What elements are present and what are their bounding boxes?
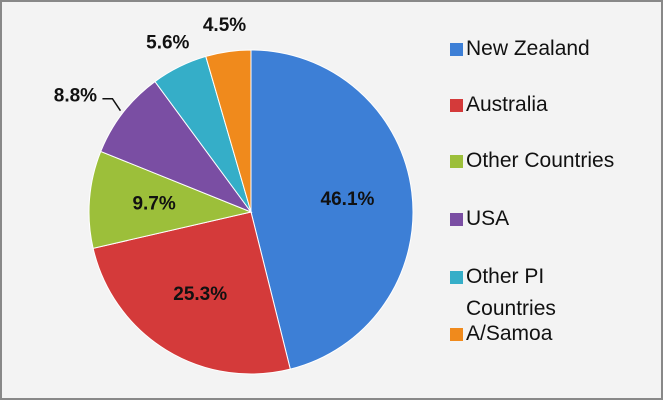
legend-label: Australia: [466, 93, 548, 116]
pie-slice: [100, 80, 253, 214]
legend-label: New Zealand: [466, 37, 590, 60]
legend-item: A/Samoa: [450, 318, 616, 350]
legend-item: Other Countries: [450, 145, 616, 177]
pie-slice: [250, 49, 414, 370]
legend-label: A/Samoa: [466, 322, 553, 345]
data-label: 5.6%: [146, 33, 189, 54]
legend-label: Other PI Countries: [466, 265, 556, 320]
legend-item: Other PI Countries: [450, 261, 616, 325]
legend-item: New Zealand: [450, 33, 616, 65]
data-label: 8.8%: [54, 86, 97, 107]
data-label: 4.5%: [203, 15, 246, 36]
legend-swatch: [450, 155, 463, 168]
pie-slice: [88, 150, 253, 249]
data-label: 25.3%: [173, 284, 227, 305]
pie-slice: [92, 211, 291, 375]
legend-item: USA: [450, 203, 616, 235]
data-label: 9.7%: [132, 193, 175, 214]
legend-label: Other Countries: [466, 149, 615, 172]
legend-swatch: [450, 43, 463, 56]
legend-swatch: [450, 213, 463, 226]
leader-line: [102, 97, 122, 112]
data-label: 46.1%: [321, 189, 375, 210]
pie-slice: [205, 49, 252, 213]
legend-swatch: [450, 99, 463, 112]
legend-label: USA: [466, 207, 510, 230]
legend-swatch: [450, 271, 463, 284]
legend-item: Australia: [450, 89, 616, 121]
legend-swatch: [450, 328, 463, 341]
